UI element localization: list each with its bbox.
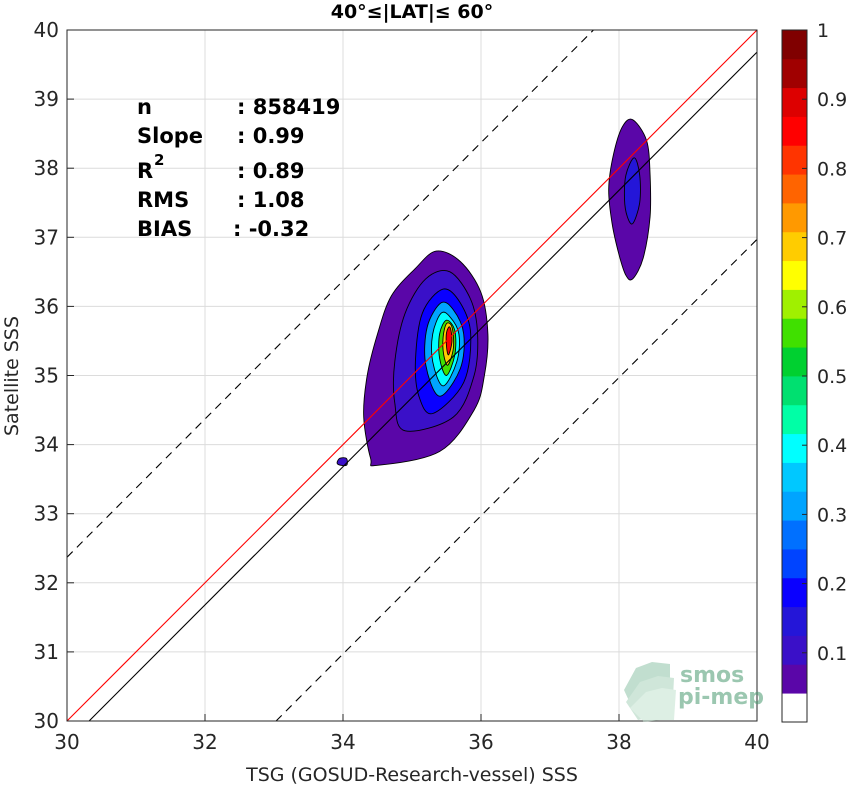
colorbar-cell bbox=[782, 260, 807, 290]
y-tick-label: 33 bbox=[34, 502, 59, 526]
colorbar-tick-label: 0.7 bbox=[817, 228, 847, 250]
chart-title: 40°≤|LAT|≤ 60° bbox=[331, 1, 494, 23]
colorbar-cell bbox=[782, 664, 807, 694]
logo-text-pimep: pi-mep bbox=[678, 685, 764, 710]
y-axis-ticks: 30 31 32 33 34 35 36 37 38 39 40 bbox=[34, 18, 74, 733]
identity-line bbox=[66, 29, 758, 722]
stat-bias-value: : -0.32 bbox=[233, 217, 309, 241]
colorbar-cell bbox=[782, 145, 807, 175]
colorbar-cell bbox=[782, 30, 807, 60]
y-tick-label: 32 bbox=[34, 571, 59, 595]
y-tick-label: 39 bbox=[34, 87, 59, 111]
colorbar-cell bbox=[782, 203, 807, 233]
contour-cluster-0 bbox=[363, 250, 489, 467]
stat-r2-superscript: 2 bbox=[154, 151, 164, 169]
x-tick-label: 32 bbox=[192, 730, 217, 754]
colorbar-cells bbox=[782, 30, 807, 723]
colorbar-tick-label: 0.4 bbox=[817, 435, 847, 457]
colorbar-tick-label: 0.1 bbox=[817, 643, 847, 665]
colorbar-cell bbox=[782, 577, 807, 608]
colorbar-cell bbox=[782, 174, 807, 204]
colorbar-cell bbox=[782, 347, 807, 377]
reference-lines bbox=[66, 29, 758, 722]
colorbar-cell bbox=[782, 58, 807, 89]
x-tick-label: 34 bbox=[330, 730, 355, 754]
stat-n-value: : 858419 bbox=[237, 95, 340, 119]
colorbar-cell bbox=[782, 87, 807, 117]
x-axis-ticks: 30 32 34 36 38 40 bbox=[54, 714, 770, 754]
x-axis-label: TSG (GOSUD-Research-vessel) SSS bbox=[245, 764, 578, 786]
contour-level bbox=[623, 157, 641, 225]
lower-rms-line bbox=[275, 238, 758, 722]
y-axis-label: Satellite SSS bbox=[1, 316, 23, 436]
regression-line bbox=[88, 51, 758, 722]
colorbar-cell bbox=[782, 289, 807, 319]
colorbar-tick-label: 0.8 bbox=[817, 158, 847, 180]
colorbar-cell bbox=[782, 606, 807, 636]
colorbar-cell bbox=[782, 693, 807, 723]
y-tick-label: 34 bbox=[34, 433, 59, 457]
stat-slope-value: : 0.99 bbox=[237, 124, 305, 148]
colorbar-ticks: 0.1 0.2 0.3 0.4 0.5 0.6 0.7 0.8 0.9 1 bbox=[802, 20, 847, 665]
x-tick-label: 30 bbox=[54, 730, 79, 754]
colorbar-cell bbox=[782, 318, 807, 348]
x-tick-label: 38 bbox=[606, 730, 631, 754]
contour-cluster-1 bbox=[608, 118, 652, 281]
stat-r2-label: R bbox=[137, 159, 153, 183]
y-tick-label: 38 bbox=[34, 156, 59, 180]
colorbar-tick-label: 0.2 bbox=[817, 574, 847, 596]
colorbar-cell bbox=[782, 462, 807, 492]
logo-text-smos: smos bbox=[680, 663, 744, 688]
colorbar-cell bbox=[782, 491, 807, 521]
colorbar-tick-label: 0.6 bbox=[817, 297, 847, 319]
stats-box: n : 858419 Slope : 0.99 R 2 : 0.89 RMS :… bbox=[137, 95, 340, 241]
colorbar: 0.1 0.2 0.3 0.4 0.5 0.6 0.7 0.8 0.9 1 bbox=[781, 20, 847, 723]
contour-level bbox=[445, 326, 453, 356]
y-tick-label: 40 bbox=[34, 18, 59, 42]
y-tick-label: 31 bbox=[34, 640, 59, 664]
colorbar-cell bbox=[782, 549, 807, 579]
stat-r2-value: : 0.89 bbox=[237, 159, 305, 183]
y-tick-label: 36 bbox=[34, 294, 59, 318]
colorbar-tick-label: 0.9 bbox=[817, 89, 847, 111]
density-contours bbox=[336, 118, 652, 467]
x-tick-label: 40 bbox=[744, 730, 769, 754]
stat-rms-value: : 1.08 bbox=[237, 188, 305, 212]
smos-pimep-logo: smos pi-mep bbox=[624, 662, 764, 722]
plot-area bbox=[66, 29, 758, 722]
y-tick-label: 35 bbox=[34, 364, 59, 388]
stat-n-label: n bbox=[137, 95, 152, 119]
colorbar-cell bbox=[782, 520, 807, 550]
colorbar-cell bbox=[782, 231, 807, 262]
colorbar-cell bbox=[782, 433, 807, 463]
colorbar-cell bbox=[782, 116, 807, 146]
x-tick-label: 36 bbox=[468, 730, 493, 754]
y-tick-label: 30 bbox=[34, 709, 59, 733]
stat-rms-label: RMS bbox=[137, 188, 189, 212]
stat-slope-label: Slope bbox=[137, 124, 203, 148]
colorbar-tick-label: 0.5 bbox=[817, 366, 847, 388]
colorbar-cell bbox=[782, 404, 807, 435]
stat-bias-label: BIAS bbox=[137, 217, 192, 241]
colorbar-cell bbox=[782, 635, 807, 665]
upper-rms-line bbox=[66, 29, 594, 558]
colorbar-tick-label: 1 bbox=[817, 20, 829, 42]
colorbar-tick-label: 0.3 bbox=[817, 504, 847, 526]
logo-wave-icon bbox=[624, 662, 676, 722]
colorbar-cell bbox=[782, 376, 807, 406]
y-tick-label: 37 bbox=[34, 225, 59, 249]
